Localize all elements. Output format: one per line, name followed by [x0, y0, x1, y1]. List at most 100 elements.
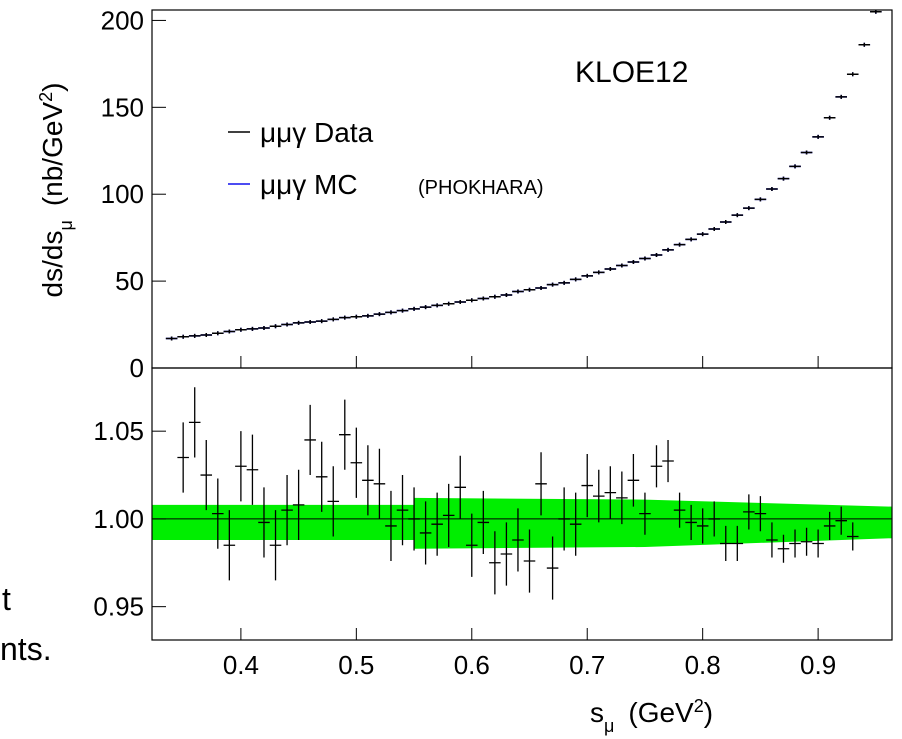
data-point	[212, 478, 224, 549]
data-point	[466, 298, 478, 303]
data-point	[754, 496, 767, 532]
data-point	[188, 387, 201, 458]
data-point	[719, 525, 732, 562]
data-point	[246, 434, 259, 505]
data-point	[292, 320, 305, 325]
y-tick-label: 0.95	[93, 592, 144, 622]
legend-label: μμγ MC	[260, 169, 358, 200]
legend-label: μμγ Data	[260, 117, 374, 148]
y-tick-label: 50	[115, 266, 144, 296]
data-point	[419, 305, 432, 310]
data-point	[823, 511, 836, 540]
slide-text-fragment: nts.	[0, 631, 52, 667]
data-point	[731, 213, 744, 218]
data-point	[177, 422, 189, 493]
data-point	[466, 513, 478, 577]
data-point	[743, 494, 755, 530]
data-point	[835, 94, 847, 99]
axis-label-part: 2	[694, 696, 704, 716]
data-point	[200, 332, 213, 337]
data-point	[650, 253, 663, 258]
data-point	[685, 237, 697, 242]
data-point	[800, 150, 813, 155]
data-point	[777, 176, 790, 181]
data-point	[800, 527, 813, 556]
data-point	[292, 469, 305, 540]
data-point	[489, 531, 501, 595]
data-point	[546, 536, 559, 600]
data-point	[281, 475, 293, 546]
data-point	[546, 282, 559, 287]
data-point	[835, 506, 847, 535]
data-point	[708, 226, 720, 231]
data-point	[442, 301, 455, 306]
x-tick-label: 0.7	[569, 650, 605, 680]
data-point	[442, 483, 455, 547]
data-point	[373, 312, 386, 317]
x-tick-label: 0.5	[338, 650, 374, 680]
data-point	[373, 448, 386, 519]
data-point	[269, 324, 282, 329]
data-point	[708, 501, 720, 537]
data-point	[408, 306, 420, 311]
axis-label: sμ (GeV2)	[590, 696, 713, 736]
data-point	[315, 319, 328, 324]
data-point	[258, 487, 270, 558]
data-point	[754, 197, 767, 202]
data-point	[535, 286, 547, 291]
data-point	[165, 336, 178, 341]
axis-label-part: μ	[604, 716, 614, 736]
data-point	[639, 492, 651, 535]
data-point	[696, 508, 709, 544]
axis-label-part: μ	[56, 220, 76, 230]
axis-label-part: )	[704, 697, 713, 728]
data-point	[731, 525, 744, 562]
data-point	[512, 289, 524, 294]
data-point	[431, 303, 443, 308]
data-point	[408, 487, 420, 551]
data-point	[846, 72, 859, 77]
data-point	[304, 319, 316, 324]
data-point	[766, 187, 778, 191]
axis-label-part: 2	[36, 92, 56, 102]
data-point	[743, 206, 755, 211]
data-point	[592, 270, 605, 275]
x-tick-label: 0.6	[454, 650, 490, 680]
data-point	[281, 322, 293, 327]
data-point	[616, 471, 628, 525]
data-point	[662, 439, 674, 483]
data-point	[223, 510, 236, 581]
data-point	[512, 508, 524, 572]
x-tick-label: 0.4	[223, 650, 259, 680]
data-point	[846, 522, 859, 551]
data-point	[350, 427, 363, 498]
data-point	[339, 315, 351, 320]
x-tick-label: 0.9	[800, 650, 836, 680]
data-point	[592, 469, 605, 523]
axis-label-part: )	[37, 83, 68, 92]
data-point	[431, 492, 443, 556]
data-point	[558, 280, 570, 285]
data-point	[350, 314, 363, 319]
data-point	[812, 134, 824, 139]
data-point	[258, 326, 270, 331]
data-point	[523, 287, 536, 292]
y-tick-label: 150	[101, 92, 144, 122]
axis-label-part: (GeV	[628, 697, 694, 728]
data-point	[362, 445, 374, 516]
data-point	[627, 453, 640, 507]
y-tick-label: 200	[101, 5, 144, 35]
data-point	[385, 490, 397, 562]
data-point	[766, 522, 778, 558]
data-point	[200, 439, 213, 511]
axis-label: ds/dsμ (nb/GeV2)	[36, 83, 76, 298]
data-point	[673, 242, 686, 247]
data-point	[396, 475, 409, 546]
data-point	[223, 329, 236, 334]
data-point	[823, 115, 836, 120]
data-point	[269, 510, 282, 581]
data-point	[327, 317, 340, 322]
data-point	[315, 441, 328, 512]
data-point	[581, 453, 593, 518]
data-point	[604, 466, 617, 519]
